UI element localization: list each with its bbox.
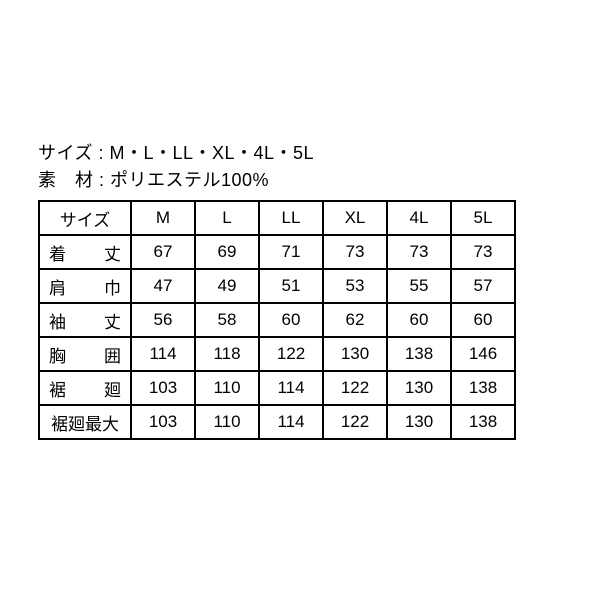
col-header-m: M — [131, 201, 195, 235]
cell-value: 110 — [195, 371, 259, 405]
cell-value: 146 — [451, 337, 515, 371]
col-header-5l: 5L — [451, 201, 515, 235]
cell-value: 55 — [387, 269, 451, 303]
table-row: 袖丈565860626060 — [39, 303, 515, 337]
col-header-label: サイズ — [39, 201, 131, 235]
cell-value: 57 — [451, 269, 515, 303]
table-row: 裾廻最大103110114122130138 — [39, 405, 515, 439]
table-row: 胸囲114118122130138146 — [39, 337, 515, 371]
cell-value: 73 — [387, 235, 451, 269]
cell-value: 138 — [451, 405, 515, 439]
cell-value: 47 — [131, 269, 195, 303]
cell-value: 138 — [451, 371, 515, 405]
cell-value: 73 — [323, 235, 387, 269]
col-header-4l: 4L — [387, 201, 451, 235]
cell-value: 71 — [259, 235, 323, 269]
cell-value: 49 — [195, 269, 259, 303]
table-row: 裾廻103110114122130138 — [39, 371, 515, 405]
material-header-label: 素 材 — [38, 170, 94, 190]
cell-value: 118 — [195, 337, 259, 371]
cell-value: 122 — [323, 371, 387, 405]
cell-value: 58 — [195, 303, 259, 337]
cell-value: 110 — [195, 405, 259, 439]
table-body: 着丈676971737373肩巾474951535557袖丈5658606260… — [39, 235, 515, 439]
cell-value: 130 — [387, 371, 451, 405]
size-header-line: サイズ : M・L・LL・XL・4L・5L — [38, 140, 600, 167]
cell-value: 69 — [195, 235, 259, 269]
size-table: サイズ M L LL XL 4L 5L 着丈676971737373肩巾4749… — [38, 200, 516, 440]
cell-value: 60 — [259, 303, 323, 337]
cell-value: 114 — [259, 405, 323, 439]
table-row: 肩巾474951535557 — [39, 269, 515, 303]
cell-value: 114 — [259, 371, 323, 405]
cell-value: 67 — [131, 235, 195, 269]
row-label: 肩巾 — [39, 269, 131, 303]
row-label: 裾廻最大 — [39, 405, 131, 439]
cell-value: 60 — [387, 303, 451, 337]
row-label: 着丈 — [39, 235, 131, 269]
row-label: 袖丈 — [39, 303, 131, 337]
cell-value: 103 — [131, 371, 195, 405]
cell-value: 130 — [387, 405, 451, 439]
cell-value: 103 — [131, 405, 195, 439]
page-root: サイズ : M・L・LL・XL・4L・5L 素 材 : ポリエステル100% サ… — [0, 0, 600, 600]
cell-value: 53 — [323, 269, 387, 303]
cell-value: 60 — [451, 303, 515, 337]
row-label: 胸囲 — [39, 337, 131, 371]
cell-value: 73 — [451, 235, 515, 269]
cell-value: 130 — [323, 337, 387, 371]
size-header-value: M・L・LL・XL・4L・5L — [109, 143, 314, 163]
col-header-xl: XL — [323, 201, 387, 235]
row-label: 裾廻 — [39, 371, 131, 405]
size-header-label: サイズ — [38, 143, 93, 163]
cell-value: 122 — [259, 337, 323, 371]
material-header-value: ポリエステル100% — [110, 170, 269, 190]
cell-value: 56 — [131, 303, 195, 337]
cell-value: 138 — [387, 337, 451, 371]
cell-value: 114 — [131, 337, 195, 371]
cell-value: 122 — [323, 405, 387, 439]
material-header-line: 素 材 : ポリエステル100% — [38, 167, 600, 194]
cell-value: 51 — [259, 269, 323, 303]
col-header-l: L — [195, 201, 259, 235]
table-row: 着丈676971737373 — [39, 235, 515, 269]
cell-value: 62 — [323, 303, 387, 337]
table-header-row: サイズ M L LL XL 4L 5L — [39, 201, 515, 235]
col-header-ll: LL — [259, 201, 323, 235]
